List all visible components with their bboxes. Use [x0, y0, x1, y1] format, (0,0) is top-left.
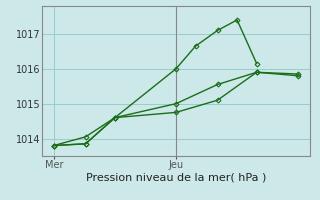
X-axis label: Pression niveau de la mer( hPa ): Pression niveau de la mer( hPa )	[86, 173, 266, 183]
